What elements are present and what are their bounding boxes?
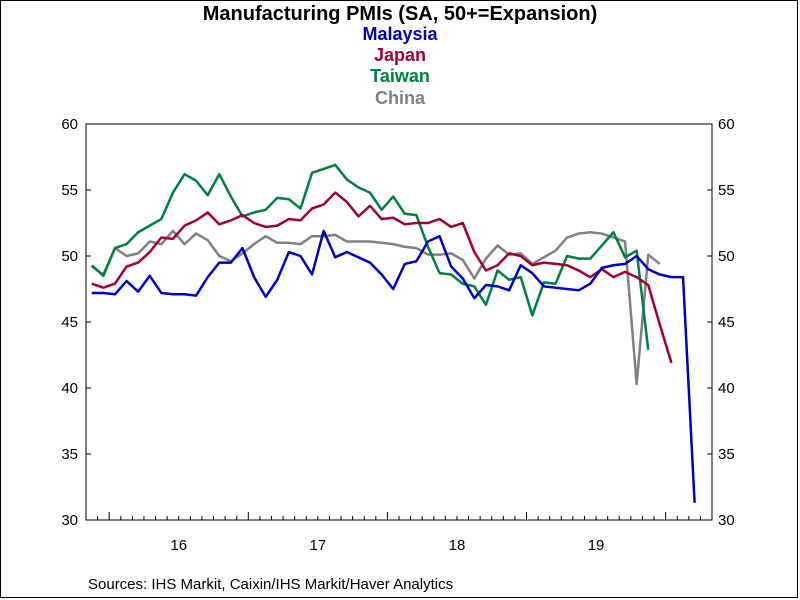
- x-tick-label: 19: [588, 537, 605, 554]
- legend-entry-taiwan: Taiwan: [370, 66, 430, 86]
- x-tick-label: 16: [170, 537, 187, 554]
- legend-entry-japan: Japan: [373, 45, 427, 65]
- y-tick-label-left: 35: [61, 446, 78, 463]
- y-tick-label-left: 50: [61, 248, 78, 265]
- y-tick-label-left: 55: [61, 182, 78, 199]
- y-tick-label-right: 40: [718, 380, 735, 397]
- y-tick-label-right: 35: [718, 446, 735, 463]
- x-tick-label: 17: [310, 537, 327, 554]
- series-line-taiwan: [90, 163, 650, 350]
- legend-entry-china: China: [374, 88, 425, 108]
- legend-entry-malaysia: Malaysia: [362, 24, 438, 44]
- source-note: Sources: IHS Markit, Caixin/IHS Markit/H…: [88, 576, 454, 593]
- x-tick-label: 18: [449, 537, 466, 554]
- series-line-malaysia: [91, 229, 696, 503]
- y-tick-label-right: 50: [718, 248, 735, 265]
- series-line-japan: [91, 191, 673, 364]
- y-tick-label-right: 55: [718, 182, 735, 199]
- series-line-china: [91, 229, 661, 386]
- y-tick-label-left: 40: [61, 380, 78, 397]
- chart-title: Manufacturing PMIs (SA, 50+=Expansion): [202, 3, 598, 25]
- y-tick-label-left: 45: [61, 314, 78, 331]
- y-tick-label-right: 30: [718, 512, 735, 529]
- y-tick-label-left: 30: [61, 512, 78, 529]
- y-tick-label-right: 60: [718, 116, 735, 133]
- y-tick-label-left: 60: [61, 116, 78, 133]
- y-tick-label-right: 45: [718, 314, 735, 331]
